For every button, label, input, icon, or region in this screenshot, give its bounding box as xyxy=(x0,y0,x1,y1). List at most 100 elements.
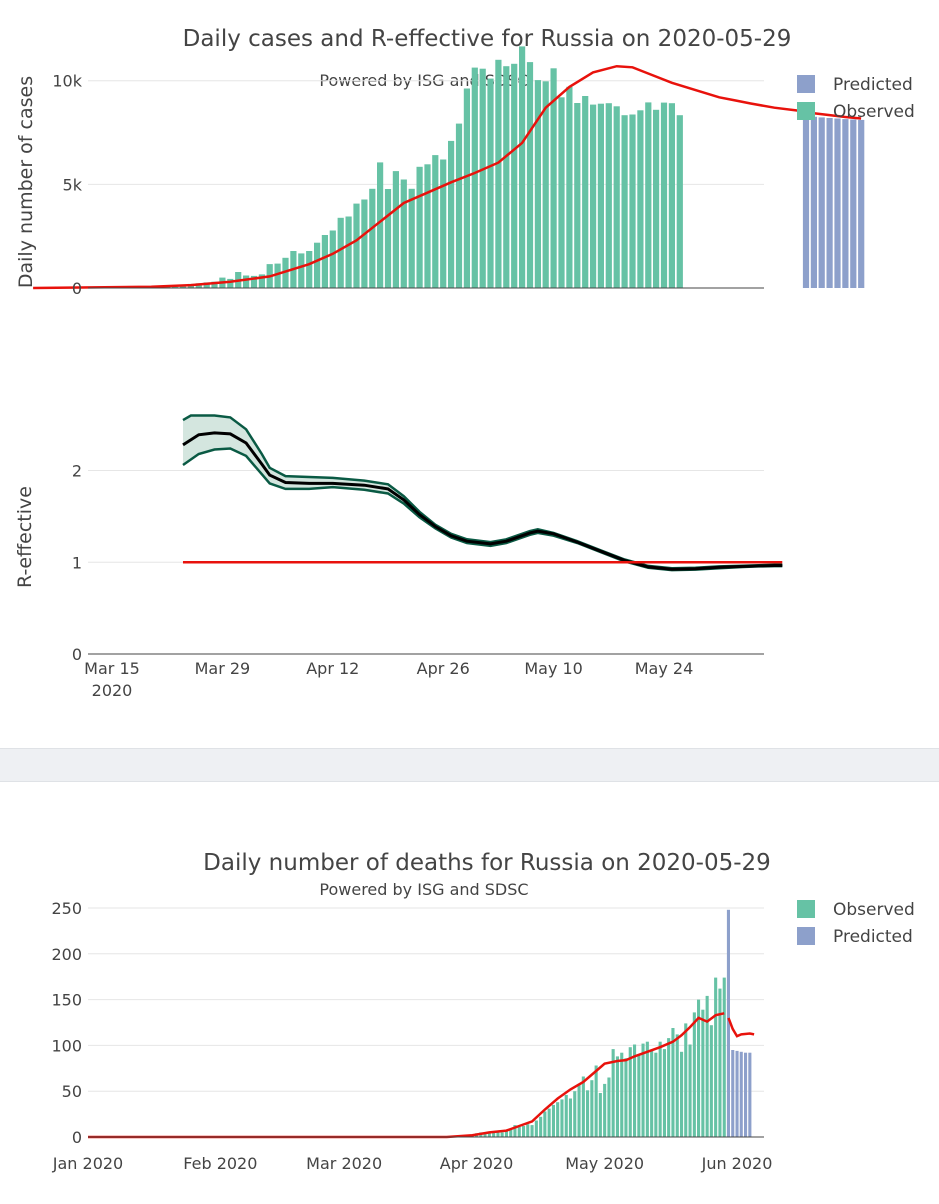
observed-bar xyxy=(629,115,635,289)
observed-bar xyxy=(607,1078,610,1138)
predicted-bar xyxy=(731,1050,734,1137)
observed-bar xyxy=(653,110,659,288)
observed-bar xyxy=(646,1042,649,1137)
observed-bar xyxy=(338,218,344,288)
r-y-axis-title: R-effective xyxy=(14,486,36,588)
observed-bar xyxy=(606,103,612,288)
cases-y-axis-title: Daily number of cases xyxy=(15,76,37,288)
legend-swatch-predicted[interactable] xyxy=(797,75,815,93)
observed-bar xyxy=(667,1038,670,1137)
observed-bar xyxy=(511,64,517,288)
observed-bar xyxy=(684,1023,687,1137)
predicted-bar xyxy=(811,117,817,288)
predicted-bar xyxy=(850,120,856,289)
x-tick-label: Jun 2020 xyxy=(701,1154,773,1173)
observed-bar xyxy=(503,66,509,288)
y-tick-label: 10k xyxy=(52,72,82,91)
predicted-bar xyxy=(748,1053,751,1137)
observed-bar xyxy=(710,1025,713,1137)
observed-bar xyxy=(393,171,399,288)
observed-bar xyxy=(322,235,328,288)
chart-title: Daily cases and R-effective for Russia o… xyxy=(183,26,792,52)
observed-bar xyxy=(560,1099,563,1137)
observed-bar xyxy=(614,106,620,288)
observed-bar xyxy=(659,1042,662,1137)
x-tick-label: Mar 15 xyxy=(84,659,140,678)
legend-label-predicted[interactable]: Predicted xyxy=(833,927,913,947)
predicted-bar xyxy=(842,119,848,288)
x-tick-label: Apr 2020 xyxy=(440,1154,513,1173)
y-tick-label: 0 xyxy=(72,279,82,298)
observed-bar xyxy=(590,1080,593,1137)
chart-title: Daily number of deaths for Russia on 202… xyxy=(203,850,771,876)
deaths-chart: Daily number of deaths for Russia on 202… xyxy=(0,782,939,1200)
deaths-legend[interactable]: Observed Predicted xyxy=(797,900,915,947)
legend-label-observed[interactable]: Observed xyxy=(833,102,915,122)
x-tick-label: Apr 26 xyxy=(417,659,470,678)
predicted-bar xyxy=(834,119,840,289)
observed-bar xyxy=(633,1045,636,1138)
observed-bar xyxy=(586,1090,589,1137)
observed-bar xyxy=(701,1010,704,1137)
observed-bar xyxy=(531,1125,534,1137)
observed-bar xyxy=(616,1056,619,1137)
r-center-line xyxy=(183,433,782,569)
y-tick-label: 0 xyxy=(72,645,82,664)
legend-label-observed[interactable]: Observed xyxy=(833,900,915,920)
legend-swatch-observed[interactable] xyxy=(797,900,815,918)
predicted-bar xyxy=(858,120,864,288)
predicted-bar xyxy=(819,117,825,288)
y-tick-label: 2 xyxy=(72,462,82,481)
x-tick-label: May 2020 xyxy=(565,1154,644,1173)
x-tick-label: May 10 xyxy=(524,659,583,678)
observed-bar xyxy=(671,1028,674,1137)
predicted-bar xyxy=(803,116,809,288)
observed-bar xyxy=(298,253,304,288)
observed-bar xyxy=(578,1084,581,1137)
observed-bar xyxy=(661,103,667,288)
predicted-bar xyxy=(827,118,833,288)
observed-bar xyxy=(680,1052,683,1137)
observed-bar xyxy=(522,1126,525,1137)
observed-bar xyxy=(645,102,651,288)
observed-bar xyxy=(676,1034,679,1137)
observed-bar xyxy=(464,89,470,289)
cases-legend[interactable]: Predicted Observed xyxy=(797,75,915,122)
observed-bar xyxy=(654,1053,657,1137)
r-lower-bound xyxy=(183,449,782,571)
observed-bar xyxy=(569,1099,572,1138)
observed-bar xyxy=(417,167,423,288)
x-tick-label: Feb 2020 xyxy=(183,1154,257,1173)
observed-bar xyxy=(424,164,430,288)
observed-bar xyxy=(677,115,683,288)
legend-swatch-predicted[interactable] xyxy=(797,927,815,945)
observed-bar xyxy=(527,62,533,288)
observed-bar xyxy=(535,80,541,288)
predicted-bar xyxy=(740,1052,743,1137)
observed-bar xyxy=(693,1012,696,1137)
observed-bar xyxy=(306,251,312,288)
observed-bar xyxy=(535,1121,538,1138)
observed-bar xyxy=(620,1053,623,1137)
observed-bar xyxy=(456,124,462,288)
observed-bar xyxy=(552,1105,555,1137)
observed-bar xyxy=(539,1117,542,1137)
x-tick-label: Jan 2020 xyxy=(52,1154,123,1173)
x-tick-year: 2020 xyxy=(92,681,133,700)
observed-bar xyxy=(314,243,320,288)
observed-bar xyxy=(558,97,564,288)
observed-bar xyxy=(663,1049,666,1137)
observed-bar xyxy=(330,231,336,289)
observed-bar xyxy=(243,276,249,289)
legend-label-predicted[interactable]: Predicted xyxy=(833,75,913,95)
legend-swatch-observed[interactable] xyxy=(797,102,815,120)
observed-bar xyxy=(401,180,407,289)
chart-subtitle: Powered by ISG and SDSC xyxy=(319,880,528,899)
observed-bar xyxy=(637,110,643,288)
predicted-bar xyxy=(736,1051,739,1137)
cases-and-r-chart: Daily cases and R-effective for Russia o… xyxy=(0,0,939,748)
y-tick-label: 150 xyxy=(51,991,82,1010)
observed-bar xyxy=(573,1091,576,1137)
observed-bar xyxy=(718,989,721,1137)
